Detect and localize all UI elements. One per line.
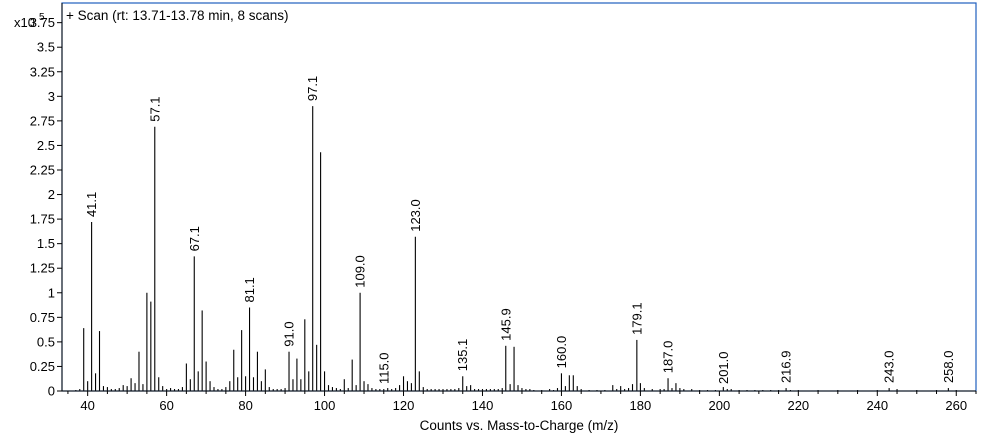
peak-label: 123.0 xyxy=(408,199,423,232)
y-tick-label: 1.5 xyxy=(37,236,55,251)
x-axis-label: Counts vs. Mass-to-Charge (m/z) xyxy=(420,418,619,433)
peak-label: 201.0 xyxy=(716,351,731,384)
plot-area xyxy=(62,3,976,391)
y-tick-label: 0.5 xyxy=(37,334,55,349)
x-tick-label: 180 xyxy=(630,398,652,413)
x-tick-label: 100 xyxy=(314,398,336,413)
y-multiplier-base: x10 xyxy=(14,15,35,30)
y-tick-label: 0.25 xyxy=(30,359,55,374)
x-tick-label: 140 xyxy=(472,398,494,413)
peak-label: 81.1 xyxy=(242,277,257,302)
peak-label: 179.1 xyxy=(629,302,644,335)
x-tick-label: 240 xyxy=(866,398,888,413)
y-tick-label: 2 xyxy=(48,187,55,202)
peak-label: 115.0 xyxy=(376,352,391,384)
peak-label: 135.1 xyxy=(455,339,470,372)
y-multiplier: x10 5 xyxy=(14,12,45,30)
peak-label: 57.1 xyxy=(147,96,162,121)
chart-title: + Scan (rt: 13.71-13.78 min, 8 scans) xyxy=(66,8,289,23)
x-tick-label: 60 xyxy=(159,398,173,413)
x-tick-label: 260 xyxy=(945,398,967,413)
x-tick-label: 80 xyxy=(238,398,252,413)
peak-label: 41.1 xyxy=(84,192,99,217)
y-multiplier-exponent: 5 xyxy=(39,12,45,23)
y-tick-label: 1 xyxy=(48,285,55,300)
x-tick-label: 160 xyxy=(551,398,573,413)
peak-label: 145.9 xyxy=(498,308,513,341)
peak-labels: 41.1 57.1 67.1 81.1 91.0 97.1 109.0 115.0 123.0 1… xyxy=(84,76,956,384)
x-tick-label: 200 xyxy=(709,398,731,413)
peak-label: 97.1 xyxy=(305,76,320,101)
y-tick-label: 3 xyxy=(48,89,55,104)
x-tick-label: 220 xyxy=(787,398,809,413)
y-tick-label: 3.25 xyxy=(30,64,55,79)
y-tick-label: 0 xyxy=(48,384,55,399)
peak-label: 216.9 xyxy=(779,351,794,384)
peak-label: 160.0 xyxy=(554,336,569,369)
y-tick-label: 2.5 xyxy=(37,138,55,153)
peak-label: 109.0 xyxy=(353,255,368,288)
y-tick-label: 1.75 xyxy=(30,212,55,227)
y-tick-label: 3.75 xyxy=(30,15,55,30)
y-tick-label: 2.25 xyxy=(30,162,55,177)
peak-label: 67.1 xyxy=(187,226,202,251)
peak-label: 91.0 xyxy=(282,321,297,346)
spectrum-bars xyxy=(75,106,957,391)
y-tick-label: 0.75 xyxy=(30,310,55,325)
y-tick-label: 1.25 xyxy=(30,261,55,276)
x-tick-label: 120 xyxy=(393,398,415,413)
x-tick-label: 40 xyxy=(80,398,94,413)
y-tick-label: 3.5 xyxy=(37,40,55,55)
x-axis-ticks: 40 60 80 100 120 140 160 180 200 220 240 260 xyxy=(67,391,977,413)
y-axis-ticks: 0 0.25 0.5 0.75 1 1.25 1.5 1.75 2 2.25 2.5 2.75 3 3.2… xyxy=(30,15,62,399)
y-tick-label: 2.75 xyxy=(30,113,55,128)
peak-label: 243.0 xyxy=(882,351,897,384)
peak-label: 187.0 xyxy=(661,341,676,374)
peak-label: 258.0 xyxy=(941,351,956,384)
